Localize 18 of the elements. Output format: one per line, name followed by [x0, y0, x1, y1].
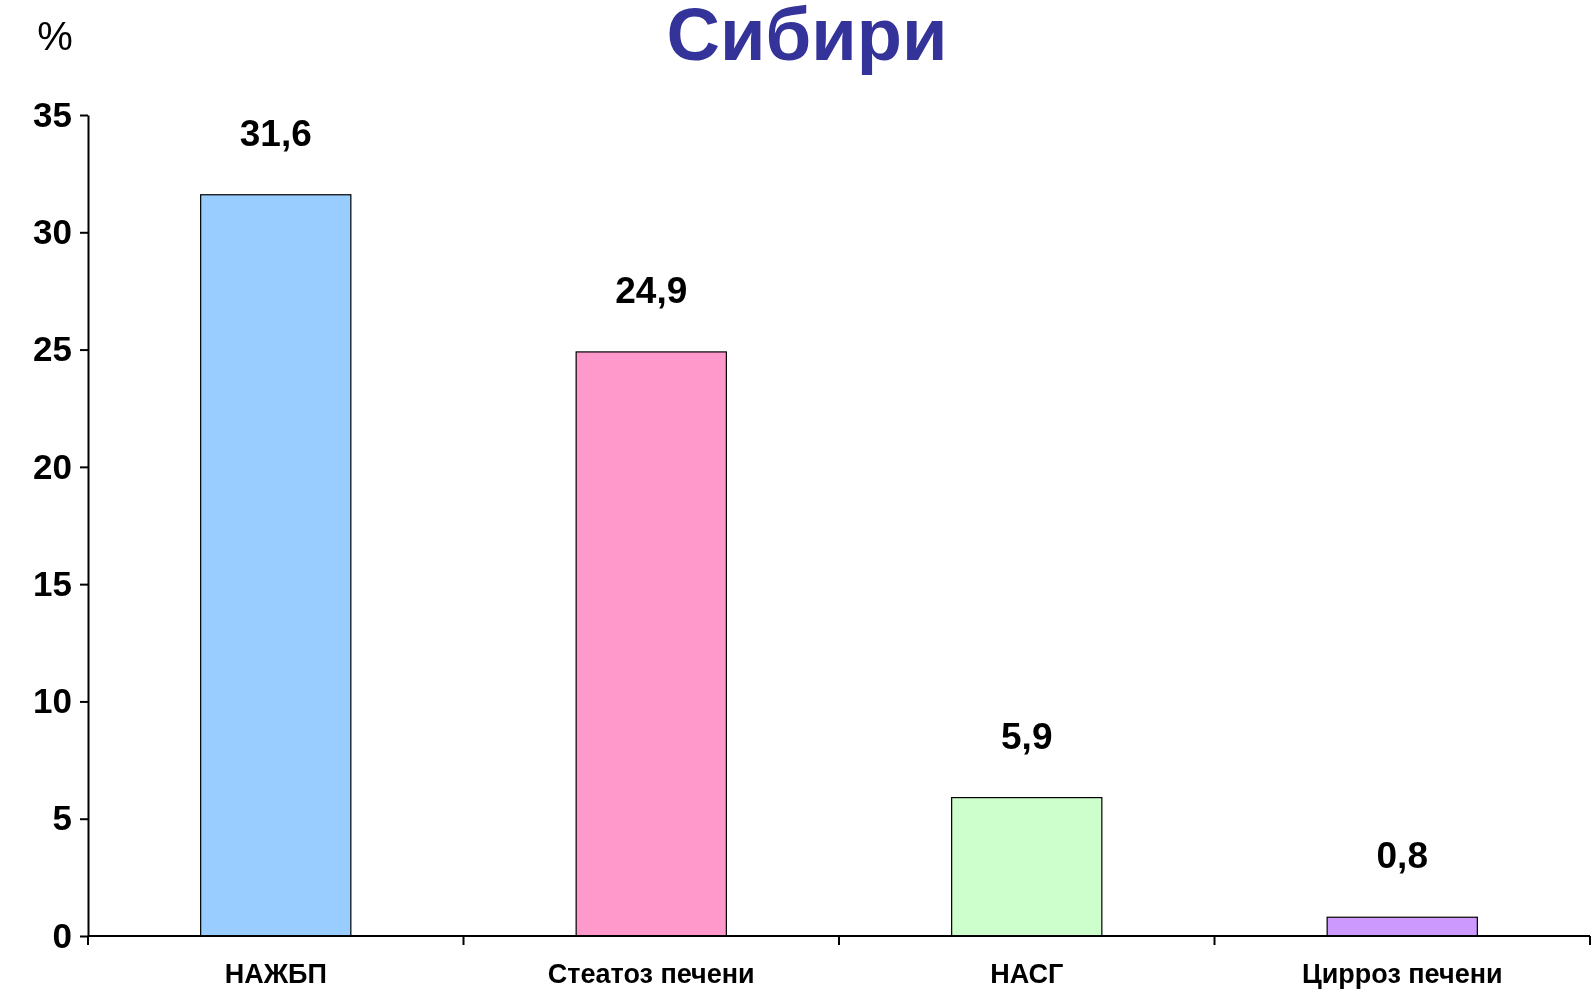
data-label: 0,8 — [1376, 835, 1428, 877]
x-tick-label: Стеатоз печени — [547, 959, 755, 990]
x-tick-label: НАЖБП — [224, 959, 327, 990]
y-tick-label: 0 — [52, 915, 72, 955]
y-tick-label: 30 — [33, 211, 72, 251]
x-tick-label: Цирроз печени — [1301, 959, 1503, 990]
y-tick-label: 10 — [33, 681, 72, 721]
x-tick-label: НАСГ — [990, 959, 1064, 990]
chart-title: Сибири — [666, 0, 948, 76]
data-label: 24,9 — [615, 269, 688, 311]
y-tick-label: 25 — [33, 329, 72, 369]
y-tick-label: 20 — [33, 446, 72, 486]
data-label: 5,9 — [1001, 715, 1053, 757]
y-tick-label: 15 — [33, 563, 72, 603]
y-axis-title: % — [37, 14, 73, 58]
y-tick-label: 5 — [52, 798, 72, 838]
data-label: 31,6 — [239, 112, 312, 154]
y-tick-label: 35 — [33, 94, 72, 134]
